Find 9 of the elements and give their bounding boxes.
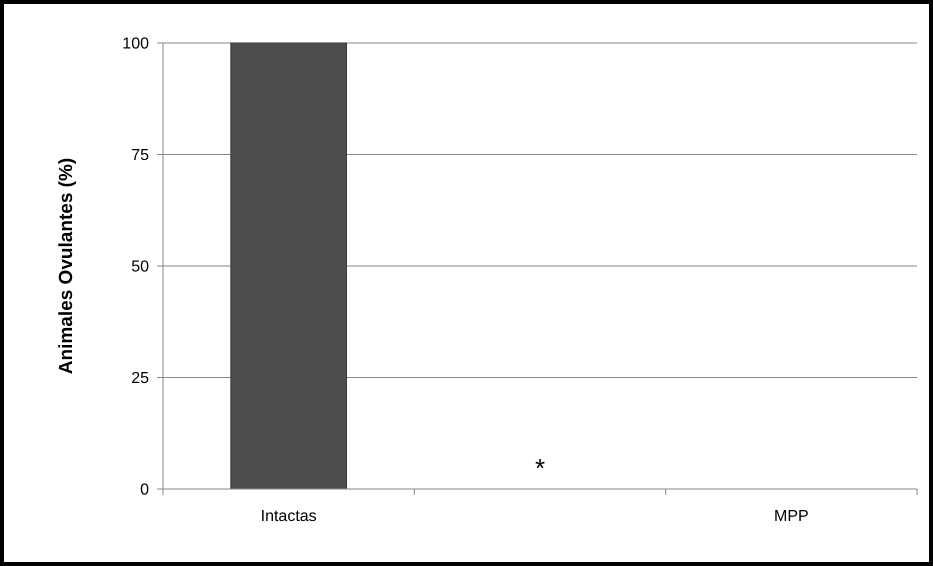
y-tick-label: 0 (140, 482, 150, 499)
x-tick-label: Intactas (260, 508, 317, 525)
y-tick-label: 75 (131, 147, 150, 164)
annotation: * (534, 453, 546, 484)
x-tick-label: MPP (774, 508, 809, 525)
y-axis-title: Animales Ovulantes (%) (56, 158, 77, 374)
y-tick-label: 50 (131, 258, 150, 276)
y-tick-label: 25 (131, 370, 150, 388)
y-tick-label: 100 (122, 36, 150, 53)
